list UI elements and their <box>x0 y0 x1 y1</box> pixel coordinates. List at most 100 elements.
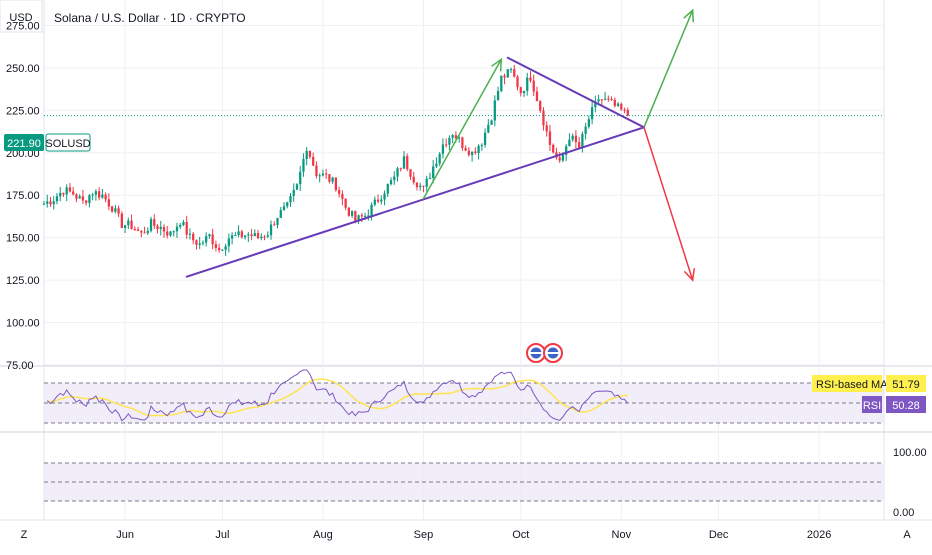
candle-body <box>81 196 85 201</box>
candle-body <box>136 229 140 231</box>
candle-body <box>166 231 169 236</box>
candle-body <box>185 222 188 235</box>
candle-body <box>214 244 218 248</box>
candle-body <box>98 191 101 198</box>
rsi-value-box <box>886 396 926 413</box>
candle-body <box>529 77 532 81</box>
candle-body <box>123 225 127 228</box>
candle-body <box>406 156 409 170</box>
candle-body <box>114 208 117 212</box>
candle-body <box>461 137 464 149</box>
candle-body <box>282 206 286 211</box>
upper-trendline <box>506 56 645 129</box>
candle-body <box>623 109 626 111</box>
candle-body <box>571 135 574 140</box>
candle-body <box>334 177 338 191</box>
candle-body <box>344 198 347 208</box>
candle-body <box>616 103 620 106</box>
candle-body <box>94 191 98 195</box>
candle-body <box>620 103 623 110</box>
grid-lines <box>0 0 932 521</box>
candle-body <box>72 191 75 195</box>
price-tick-label: 100.00 <box>6 318 40 330</box>
down-arrow <box>643 126 694 281</box>
candle-body <box>500 75 503 92</box>
candle-body <box>179 224 182 227</box>
candle-body <box>195 240 198 245</box>
candle-body <box>597 99 600 102</box>
candle-body <box>175 226 179 232</box>
candle-body <box>273 224 276 226</box>
candle-body <box>127 220 130 226</box>
candlestick-series <box>42 64 629 257</box>
candle-body <box>422 185 425 187</box>
candle-body <box>253 233 256 237</box>
candle-body <box>360 215 363 217</box>
candle-body <box>59 192 62 197</box>
candle-body <box>506 69 509 78</box>
candle-body <box>470 151 474 156</box>
candle-body <box>276 217 279 226</box>
rsi-ma-value-box <box>886 375 926 392</box>
candle-body <box>389 180 393 185</box>
candle-body <box>526 77 529 91</box>
candle-body <box>545 125 548 132</box>
candle-body <box>363 215 367 217</box>
candle-body <box>188 233 192 235</box>
candle-body <box>600 99 603 101</box>
candle-body <box>279 210 282 218</box>
rsi-label: RSI <box>863 400 881 412</box>
candle-body <box>493 100 496 121</box>
candle-body <box>153 219 156 226</box>
candle-body <box>464 148 467 151</box>
candle-body <box>513 69 516 77</box>
candle-body <box>393 176 396 181</box>
candle-body <box>425 178 428 187</box>
candle-body <box>412 176 415 183</box>
candle-body <box>55 196 59 202</box>
candle-body <box>243 235 247 238</box>
candle-body <box>159 227 162 230</box>
candle-body <box>325 173 328 175</box>
auto-scale-button[interactable]: A <box>903 529 911 541</box>
timezone-button[interactable]: Z <box>21 529 28 541</box>
candle-body <box>477 145 480 154</box>
candle-body <box>146 230 149 234</box>
candle-body <box>286 202 289 207</box>
time-tick-label: 2026 <box>807 529 831 541</box>
candle-body <box>338 190 341 194</box>
rally-arrow <box>422 58 503 200</box>
candle-body <box>347 207 350 216</box>
candle-body <box>305 150 308 160</box>
time-tick-label: Sep <box>414 529 434 541</box>
candle-body <box>101 194 104 198</box>
candle-body <box>295 184 299 190</box>
time-tick-label: Aug <box>313 529 333 541</box>
rsi-ma-line <box>46 378 628 417</box>
candle-body <box>354 211 357 222</box>
last-price-box <box>4 134 44 151</box>
candle-body <box>509 69 513 71</box>
candle-body <box>565 146 568 155</box>
candle-body <box>65 187 68 195</box>
candle-body <box>483 132 487 145</box>
candle-body <box>299 171 302 185</box>
last-price-label: 221.90 <box>7 138 41 150</box>
rsi-lower-tick-0: 0.00 <box>893 507 914 519</box>
candle-body <box>218 247 221 251</box>
candle-body <box>198 243 201 245</box>
price-tick-label: 275.00 <box>6 20 40 32</box>
candle-body <box>373 199 376 205</box>
candle-body <box>120 213 123 228</box>
candle-body <box>192 233 195 241</box>
price-tick-label: 250.00 <box>6 63 40 75</box>
candle-body <box>474 151 477 154</box>
candle-body <box>230 235 234 239</box>
candle-body <box>428 177 432 179</box>
candle-body <box>211 234 214 245</box>
currency-label: USD <box>9 12 32 24</box>
economic-events-icon[interactable] <box>526 343 563 363</box>
currency-box[interactable] <box>0 0 43 33</box>
candle-body <box>603 98 607 100</box>
